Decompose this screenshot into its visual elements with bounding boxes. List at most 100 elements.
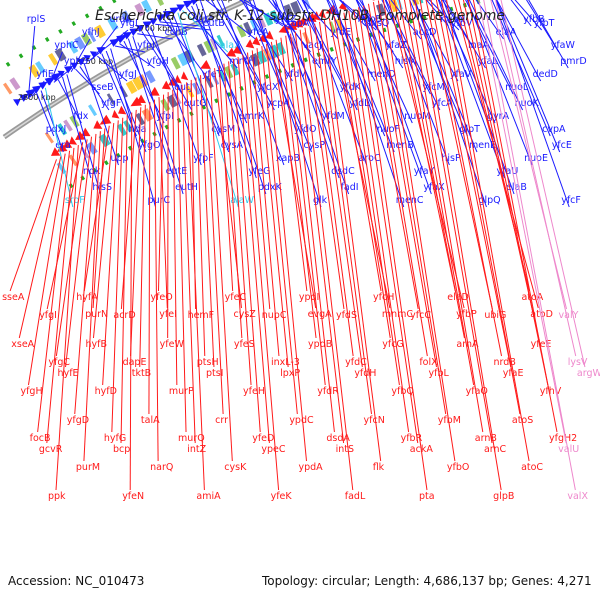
forward-gene-label: yfaZ [385, 40, 407, 51]
forward-gene-label: yfgJ [119, 69, 137, 80]
reverse-gene-label: valU [558, 444, 579, 455]
gc-content-mark [201, 104, 207, 110]
label-leader-line [114, 45, 146, 53]
gc-skew-mark [112, 0, 117, 4]
gc-content-mark [290, 62, 295, 68]
label-leader-line [200, 75, 215, 368]
gc-skew-mark [5, 61, 11, 67]
forward-gene-label: yfaV [450, 69, 472, 80]
label-leader-line [393, 0, 456, 292]
reverse-gene-label: tktB [132, 368, 151, 379]
label-leader-line [302, 0, 339, 40]
forward-gene-label: menE [469, 140, 496, 151]
label-leader-line [70, 38, 91, 72]
label-leader-line [210, 0, 266, 95]
reverse-gene-arrow [252, 36, 261, 46]
gc-content-mark [164, 124, 170, 130]
forward-gene-label: yfhJ [82, 27, 100, 38]
reverse-gene-arrow [338, 1, 348, 11]
cog-category-block [283, 3, 294, 18]
forward-gene-arrow [136, 25, 144, 33]
label-leader-line [500, 0, 586, 368]
reverse-gene-label: atoA [521, 292, 543, 303]
label-leader-line [101, 53, 137, 137]
label-leader-line [414, 0, 493, 444]
label-leader-line [237, 56, 270, 444]
forward-gene-label: cchB [165, 27, 188, 38]
forward-gene-label: yfpJ [137, 40, 155, 51]
label-leader-line [221, 0, 285, 166]
label-leader-line [74, 133, 97, 415]
label-leader-line [285, 35, 326, 386]
label-leader-line [526, 0, 560, 53]
reverse-gene-arrow [75, 131, 86, 141]
gc-content-mark [395, 23, 400, 28]
forward-gene-arrow [176, 4, 186, 12]
label-leader-line [168, 17, 220, 137]
label-leader-line [475, 0, 504, 40]
reverse-gene-arrow [62, 139, 73, 148]
reverse-gene-arrow [200, 59, 211, 69]
gc-content-mark [264, 74, 270, 80]
forward-gene-label: yfeG [248, 166, 270, 177]
cog-category-block [196, 43, 207, 57]
label-leader-line [167, 92, 169, 339]
reverse-gene-label: hyfG [104, 433, 126, 444]
forward-gene-arrow [149, 18, 158, 26]
reverse-gene-label: yfhV [540, 386, 562, 397]
label-leader-line [272, 0, 331, 124]
cog-category-block [134, 2, 146, 17]
reverse-gene-label: lpxP [280, 368, 300, 379]
gc-content-mark [226, 92, 232, 97]
forward-gene-label: sseB [91, 82, 113, 93]
reverse-gene-label: hyfD [95, 386, 117, 397]
reverse-gene-arrow [69, 136, 78, 145]
reverse-gene-label: yfcN [364, 415, 385, 426]
cog-category-block [106, 93, 116, 105]
forward-gene-label: yfaY [414, 166, 435, 177]
label-leader-line [155, 23, 211, 31]
label-leader-line [338, 14, 391, 339]
forward-gene-arrow [191, 0, 199, 6]
cog-category-block [375, 3, 386, 17]
cog-category-block [67, 40, 79, 54]
forward-gene-label: yfcM [422, 82, 444, 93]
forward-gene-label: nuoN [440, 14, 465, 25]
reverse-gene-label: ypdI [299, 292, 319, 303]
label-leader-line [223, 63, 243, 339]
reverse-gene-label: yfeC [225, 292, 247, 303]
label-leader-line [148, 102, 151, 415]
reverse-gene-label: atoS [512, 415, 533, 426]
reverse-gene-label: pta [419, 491, 435, 502]
forward-gene-arrow [169, 7, 180, 16]
forward-gene-label: pdxJ [46, 124, 66, 135]
label-leader-line [18, 156, 62, 339]
label-leader-line [348, 10, 410, 433]
forward-gene-label: hisQ [368, 18, 389, 29]
reverse-gene-label: purN [85, 309, 108, 320]
label-leader-line [37, 150, 71, 433]
label-leader-line [358, 7, 428, 491]
forward-gene-label: cysP [304, 140, 326, 151]
cog-category-block [290, 0, 302, 15]
reverse-gene-label: yfeE [531, 339, 552, 350]
label-leader-line [472, 0, 558, 433]
cog-category-block [256, 15, 267, 29]
reverse-gene-arrow [136, 94, 146, 104]
reverse-gene-label: sseA [2, 292, 25, 303]
label-leader-line [247, 52, 271, 310]
cog-category-block [123, 119, 133, 133]
gc-content-mark [214, 98, 219, 104]
label-leader-line [331, 0, 395, 153]
label-leader-line [32, 80, 45, 97]
label-leader-line [158, 97, 168, 309]
label-leader-line [280, 0, 350, 195]
cog-category-block [125, 80, 138, 95]
label-leader-line [242, 54, 280, 491]
label-leader-line [40, 90, 64, 153]
forward-gene-label: glk [313, 195, 328, 206]
label-leader-line [177, 12, 239, 208]
cog-category-block [44, 131, 54, 144]
cog-category-block [256, 50, 268, 64]
